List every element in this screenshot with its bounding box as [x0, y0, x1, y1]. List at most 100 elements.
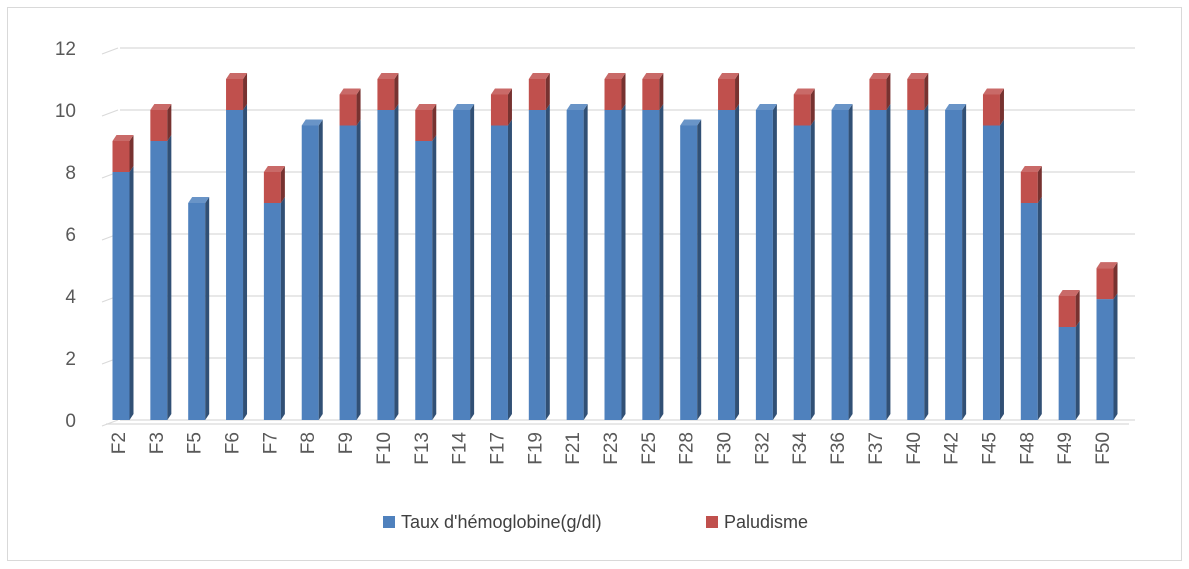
- bar-top-F5: [188, 197, 210, 203]
- bar-top-F6: [226, 73, 248, 79]
- bar-hemoglobine-F50: [1096, 299, 1114, 420]
- bar-paludisme-F2: [112, 141, 130, 172]
- bar-hemoglobine-F10-side: [394, 104, 399, 420]
- x-tick-label: F42: [942, 432, 963, 465]
- bar-hemoglobine-F40: [907, 110, 925, 420]
- bar-hemoglobine-F37-side: [886, 104, 891, 420]
- bar-paludisme-F6: [226, 79, 244, 110]
- x-tick-label: F25: [639, 432, 660, 465]
- bar-hemoglobine-F19: [528, 110, 546, 420]
- bar-hemoglobine-F42-side: [962, 104, 967, 420]
- x-tick-label: F5: [185, 432, 206, 454]
- bar-hemoglobine-F14: [453, 110, 471, 420]
- bar-top-F45: [982, 88, 1004, 95]
- bar-paludisme-F9: [339, 94, 357, 126]
- y-tick-label: 8: [65, 163, 76, 184]
- bar-hemoglobine-F30-side: [735, 104, 740, 420]
- bar-hemoglobine-F6-side: [243, 104, 248, 420]
- bar-hemoglobine-F8: [301, 125, 319, 420]
- bar-paludisme-F40-side: [924, 73, 929, 110]
- bar-hemoglobine-F7: [263, 203, 281, 420]
- legend-label-0: Taux d'hémoglobine(g/dl): [401, 512, 602, 532]
- bar-top-F34: [793, 88, 815, 95]
- bar-paludisme-F25-side: [659, 73, 664, 110]
- bar-top-F25: [642, 73, 664, 79]
- legend-swatch-0: [383, 516, 395, 528]
- bar-top-F49: [1058, 290, 1080, 296]
- bar-paludisme-F37: [869, 79, 887, 110]
- x-tick-label: F30: [715, 432, 736, 465]
- bar-top-F19: [528, 73, 550, 79]
- bar-paludisme-F34-side: [810, 88, 815, 126]
- bar-hemoglobine-F17-side: [507, 119, 512, 420]
- bar-hemoglobine-F19-side: [545, 104, 550, 420]
- y-tick-label: 2: [65, 349, 76, 370]
- y-tick-label: 4: [65, 287, 76, 308]
- gridline-depth-5: [101, 109, 119, 117]
- bar-paludisme-F34: [793, 94, 811, 126]
- bar-paludisme-F10: [377, 79, 395, 110]
- x-tick-label: F19: [525, 432, 546, 465]
- bar-hemoglobine-F42: [945, 110, 963, 420]
- bar-hemoglobine-F2: [112, 172, 130, 420]
- bar-top-F14: [453, 104, 475, 110]
- bar-paludisme-F10-side: [394, 73, 399, 110]
- bar-paludisme-F9-side: [356, 88, 361, 126]
- bar-hemoglobine-F48: [1020, 203, 1038, 420]
- bar-paludisme-F45: [982, 94, 1000, 126]
- x-tick-label: F13: [412, 432, 433, 465]
- x-tick-label: F21: [563, 432, 584, 465]
- bar-hemoglobine-F25: [642, 110, 660, 420]
- bar-hemoglobine-F23: [604, 110, 622, 420]
- bar-paludisme-F3-side: [167, 104, 172, 141]
- bar-hemoglobine-F45: [982, 125, 1000, 420]
- bar-top-F28: [680, 119, 702, 126]
- bar-paludisme-F49-side: [1075, 290, 1080, 327]
- bar-paludisme-F40: [907, 79, 925, 110]
- bar-hemoglobine-F10: [377, 110, 395, 420]
- y-tick-label: 0: [65, 411, 76, 432]
- bar-top-F42: [945, 104, 967, 110]
- bar-hemoglobine-F28: [680, 125, 698, 420]
- bar-paludisme-F49: [1058, 296, 1076, 327]
- bar-top-F3: [150, 104, 172, 110]
- y-tick-label: 6: [65, 225, 76, 246]
- bar-hemoglobine-F3: [150, 141, 168, 420]
- bar-hemoglobine-F37: [869, 110, 887, 420]
- x-tick-label: F37: [866, 432, 887, 465]
- bar-top-F32: [755, 104, 777, 110]
- bar-top-F36: [831, 104, 853, 110]
- x-tick-label: F28: [677, 432, 698, 465]
- bar-hemoglobine-F9: [339, 125, 357, 420]
- bar-hemoglobine-F13-side: [432, 135, 437, 420]
- bar-top-F17: [490, 88, 512, 95]
- x-tick-label: F17: [487, 432, 508, 465]
- bar-top-F21: [566, 104, 588, 110]
- x-tick-label: F23: [601, 432, 622, 465]
- x-tick-label: F49: [1055, 432, 1076, 465]
- x-tick-label: F34: [790, 432, 811, 465]
- bar-hemoglobine-F23-side: [621, 104, 626, 420]
- bar-hemoglobine-F3-side: [167, 135, 172, 420]
- bar-hemoglobine-F30: [718, 110, 736, 420]
- bar-top-F50: [1096, 262, 1118, 269]
- bar-top-F2: [112, 135, 134, 141]
- bar-paludisme-F48-side: [1037, 166, 1042, 203]
- bar-hemoglobine-F7-side: [280, 197, 285, 420]
- bar-paludisme-F17: [490, 94, 508, 126]
- bar-hemoglobine-F49: [1058, 327, 1076, 420]
- legend-label-1: Paludisme: [724, 512, 808, 532]
- bar-paludisme-F23-side: [621, 73, 626, 110]
- bar-hemoglobine-F13: [415, 141, 433, 420]
- bar-paludisme-F7-side: [280, 166, 285, 203]
- y-tick-label: 12: [55, 39, 76, 60]
- bar-paludisme-F17-side: [507, 88, 512, 126]
- x-tick-label: F7: [260, 432, 281, 454]
- bar-paludisme-F30: [718, 79, 736, 110]
- bar-paludisme-F23: [604, 79, 622, 110]
- bar-paludisme-F6-side: [243, 73, 248, 110]
- bar-paludisme-F13: [415, 110, 433, 141]
- y-tick-label: 10: [55, 101, 76, 122]
- bar-hemoglobine-F28-side: [697, 119, 702, 420]
- bar-hemoglobine-F6: [226, 110, 244, 420]
